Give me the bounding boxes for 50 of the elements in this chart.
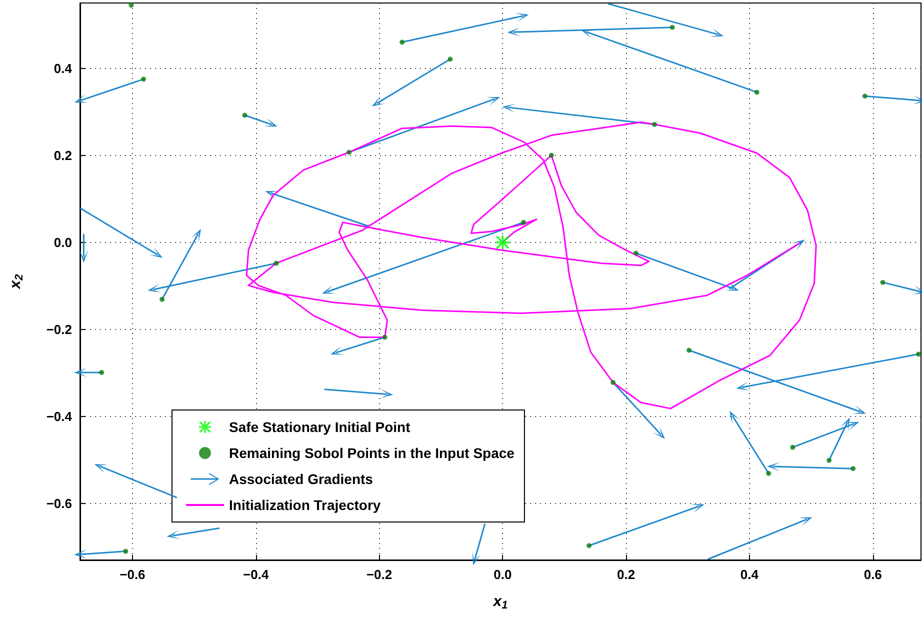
y-tick-label: −0.4 [46,408,73,424]
line-series [246,121,817,410]
point [880,280,886,285]
y-tick-label: 0.2 [54,148,72,163]
x-tick-label: 0.2 [617,567,636,582]
point [916,352,922,357]
point [274,260,279,266]
x-tick-label: 0.0 [494,567,512,582]
y-tick-label: 0.4 [54,60,73,76]
point [754,90,760,95]
point [686,348,692,353]
point [160,296,165,302]
point [670,24,675,30]
point [507,27,520,36]
point [382,334,388,340]
y-tick-label: 0.0 [54,234,72,250]
y-tick-label: −0.6 [46,496,72,511]
x-tick-label: 0.6 [864,567,882,582]
legend-label: Remaining Sobol Points in the Input Space [229,445,515,461]
point [448,56,453,62]
point [586,543,592,548]
point [74,368,88,377]
point [652,122,657,127]
point [767,462,780,472]
point [862,94,868,99]
legend-label: Safe Stationary Initial Point [229,419,411,435]
x-tick-label: −0.2 [366,567,392,582]
point [633,250,638,256]
point [242,112,248,118]
x-tick-label: 0.4 [740,567,760,582]
point [123,548,128,554]
point [128,2,134,8]
point [766,470,772,476]
point [610,380,616,385]
point [141,76,146,82]
legend-label: Initialization Trajectory [229,497,381,513]
x-tick-label: −0.6 [120,567,146,582]
point [826,458,832,463]
legend-label: Associated Gradients [229,471,374,487]
y-tick-label: −0.2 [46,322,72,337]
point [548,152,554,158]
y-axis-title: x2 [7,274,26,290]
point [521,220,526,225]
point [346,150,352,155]
point [74,549,88,558]
point [99,370,104,375]
x-tick-label: −0.4 [243,567,270,582]
point [400,40,405,45]
point [790,444,796,450]
point [850,466,856,472]
